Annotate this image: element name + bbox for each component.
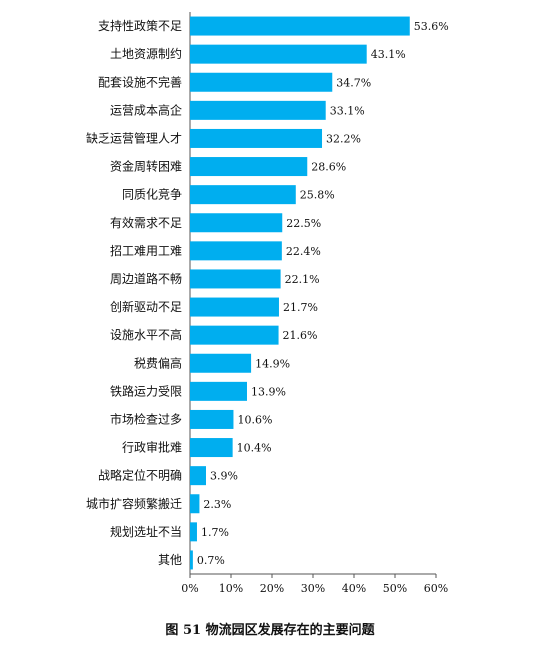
- data-label: 43.1%: [371, 48, 406, 61]
- bar: [190, 381, 247, 401]
- category-label: 有效需求不足: [110, 215, 182, 230]
- x-tick-label: 50%: [383, 582, 407, 595]
- category-label: 行政审批难: [122, 440, 182, 455]
- x-tick-label: 20%: [260, 582, 284, 595]
- bar: [190, 157, 308, 177]
- x-tick-label: 10%: [219, 582, 243, 595]
- category-label: 资金周转困难: [110, 159, 182, 174]
- data-label: 22.4%: [286, 245, 321, 258]
- category-label: 市场检查过多: [110, 411, 182, 426]
- chart-title: 图 51 物流园区发展存在的主要问题: [165, 623, 375, 638]
- category-label: 土地资源制约: [110, 46, 182, 61]
- bar: [190, 44, 367, 64]
- x-tick-label: 0%: [181, 582, 198, 595]
- value-labels-group: 53.6% 43.1% 34.7% 33.1% 32.2% 28.6% 25.8% 22.5%…: [197, 20, 449, 567]
- bar: [190, 550, 193, 570]
- data-label: 25.8%: [300, 189, 335, 202]
- bar: [190, 409, 234, 429]
- data-label: 22.1%: [285, 273, 320, 286]
- bar: [190, 297, 279, 317]
- data-label: 22.5%: [286, 217, 321, 230]
- category-label: 税费偏高: [134, 355, 182, 370]
- bar: [190, 466, 206, 486]
- data-label: 3.9%: [210, 470, 238, 483]
- bar: [190, 72, 333, 92]
- x-ticks-group: 0% 10% 20% 30% 40% 50% 60%: [181, 574, 448, 595]
- category-label: 铁路运力受限: [110, 383, 182, 398]
- data-label: 33.1%: [330, 104, 365, 117]
- bar-chart: 支持性政策不足土地资源制约配套设施不完善运营成本高企缺乏运营管理人才资金周转困难…: [86, 12, 449, 595]
- bar: [190, 325, 279, 345]
- bar: [190, 213, 283, 233]
- bar: [190, 353, 252, 373]
- bar: [190, 100, 326, 120]
- category-label: 其他: [158, 553, 182, 567]
- bar: [190, 16, 410, 36]
- category-label: 规划选址不当: [110, 524, 182, 539]
- category-label: 周边道路不畅: [110, 271, 182, 286]
- data-label: 13.9%: [251, 385, 286, 398]
- data-label: 28.6%: [311, 161, 346, 174]
- data-label: 0.7%: [197, 554, 225, 567]
- x-tick-label: 30%: [301, 582, 325, 595]
- data-label: 2.3%: [203, 498, 231, 511]
- category-labels-group: 支持性政策不足土地资源制约配套设施不完善运营成本高企缺乏运营管理人才资金周转困难…: [86, 18, 182, 567]
- x-tick-label: 60%: [424, 582, 448, 595]
- data-label: 10.4%: [237, 442, 272, 455]
- data-label: 53.6%: [414, 20, 449, 33]
- bar: [190, 494, 200, 514]
- bar: [190, 269, 281, 289]
- category-label: 配套设施不完善: [98, 74, 182, 89]
- bar: [190, 185, 296, 205]
- x-tick-label: 40%: [342, 582, 366, 595]
- category-label: 战略定位不明确: [98, 468, 182, 483]
- category-label: 创新驱动不足: [110, 299, 182, 314]
- data-label: 14.9%: [255, 357, 290, 370]
- category-label: 缺乏运营管理人才: [86, 130, 182, 145]
- data-label: 34.7%: [336, 76, 371, 89]
- data-label: 21.7%: [283, 301, 318, 314]
- category-label: 城市扩容频繁搬迁: [86, 496, 182, 511]
- data-label: 32.2%: [326, 132, 361, 145]
- bar: [190, 438, 233, 458]
- data-label: 21.6%: [283, 329, 318, 342]
- category-label: 同质化竞争: [122, 188, 182, 202]
- bars-group: [190, 16, 410, 570]
- bar: [190, 241, 282, 261]
- category-label: 招工难用工难: [110, 244, 182, 258]
- category-label: 支持性政策不足: [98, 18, 182, 33]
- category-label: 运营成本高企: [110, 102, 182, 117]
- data-label: 1.7%: [201, 526, 229, 539]
- bar: [190, 128, 323, 148]
- category-label: 设施水平不高: [110, 327, 182, 342]
- bar: [190, 522, 197, 542]
- data-label: 10.6%: [237, 413, 272, 426]
